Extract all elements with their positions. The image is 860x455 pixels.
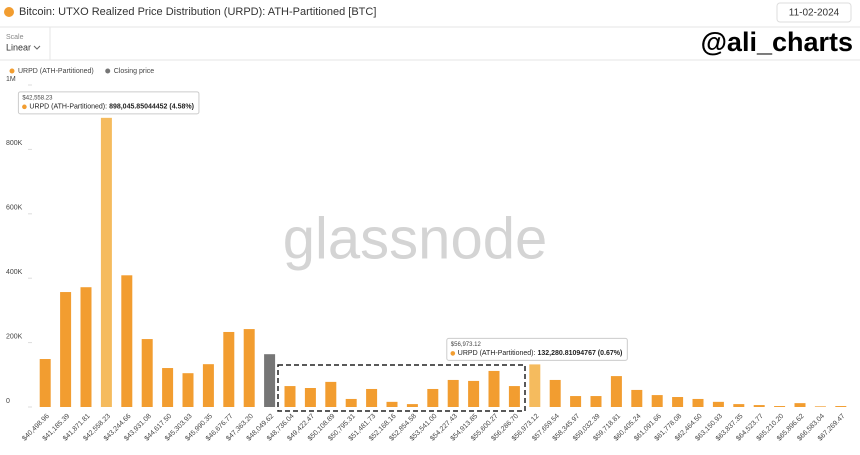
tooltip-title: $42,558.23: [22, 95, 53, 101]
y-tick-label: 0: [6, 398, 10, 405]
bar: [243, 329, 255, 407]
tooltip-title: $56,973.12: [451, 342, 482, 348]
y-tick-label: 400K: [6, 269, 23, 276]
date: 11-02-2024: [789, 8, 840, 19]
tooltip: $42,558.23 URPD (ATH-Partitioned): 898,04…: [17, 91, 200, 115]
y-tick-label: 200K: [6, 333, 23, 340]
bar: [427, 388, 439, 407]
bar: [794, 403, 806, 407]
bar: [651, 395, 663, 407]
bar: [733, 404, 745, 407]
bar: [366, 388, 378, 407]
tooltip-box: [17, 91, 200, 115]
bar: [162, 368, 174, 407]
tooltip-value: 132,280.81094767 (0.67%): [537, 350, 622, 357]
bar: [406, 404, 418, 407]
bar: [447, 379, 459, 407]
bar: [712, 401, 724, 407]
legend-label: URPD (ATH-Partitioned): [18, 68, 94, 75]
bar: [182, 373, 194, 407]
highlight-box: [277, 364, 526, 412]
tooltip-text: URPD (ATH-Partitioned):: [29, 104, 107, 111]
bar: [774, 406, 786, 407]
bar: [468, 380, 480, 407]
scale-select[interactable]: Linear: [6, 42, 31, 52]
bar: [325, 381, 337, 407]
bar: [631, 389, 643, 407]
bar: [100, 117, 112, 408]
bar: [835, 406, 847, 407]
bar: [141, 339, 153, 407]
tooltip-swatch: [450, 351, 456, 356]
bar: [386, 401, 398, 407]
bar: [570, 396, 582, 407]
tooltip-swatch: [22, 104, 27, 110]
tooltip: $56,973.12 URPD (ATH-Partitioned): 132,28…: [446, 337, 628, 361]
date-picker[interactable]: [776, 2, 852, 23]
page-title: Bitcoin: UTXO Realized Price Distributio…: [19, 6, 376, 18]
bar: [488, 370, 500, 407]
watermark: glassnode: [283, 206, 547, 271]
tooltip-value: 898,045.85044452 (4.58%): [109, 104, 194, 111]
btc-icon: [4, 7, 14, 17]
bar: [223, 331, 235, 407]
chevron: [33, 45, 41, 50]
handle: @ali_charts: [701, 27, 853, 57]
bar: [60, 292, 72, 407]
y-tick-label: 600K: [6, 205, 23, 212]
tooltip-text: URPD (ATH-Partitioned):: [458, 350, 536, 357]
legend-swatch: [105, 68, 111, 74]
bar: [672, 397, 684, 407]
scale-label: Scale: [6, 34, 24, 41]
bar: [590, 396, 602, 407]
bar: [202, 364, 214, 407]
bar: [692, 398, 704, 407]
bar: [529, 364, 541, 407]
y-tick-label: 1M: [6, 76, 16, 83]
bar: [80, 287, 92, 407]
tooltip-box: [446, 337, 628, 361]
legend-label: Closing price: [114, 68, 155, 75]
bar: [304, 388, 316, 407]
bar: [345, 398, 357, 407]
bar: [121, 275, 133, 407]
bar: [39, 359, 51, 407]
bar: [264, 354, 276, 407]
bar: [284, 386, 296, 407]
bar: [753, 405, 765, 407]
y-tick-label: 800K: [6, 140, 23, 147]
bar: [508, 386, 520, 407]
bar: [610, 376, 622, 407]
bar: [814, 406, 826, 407]
bar: [549, 379, 561, 407]
legend-swatch: [9, 68, 15, 74]
